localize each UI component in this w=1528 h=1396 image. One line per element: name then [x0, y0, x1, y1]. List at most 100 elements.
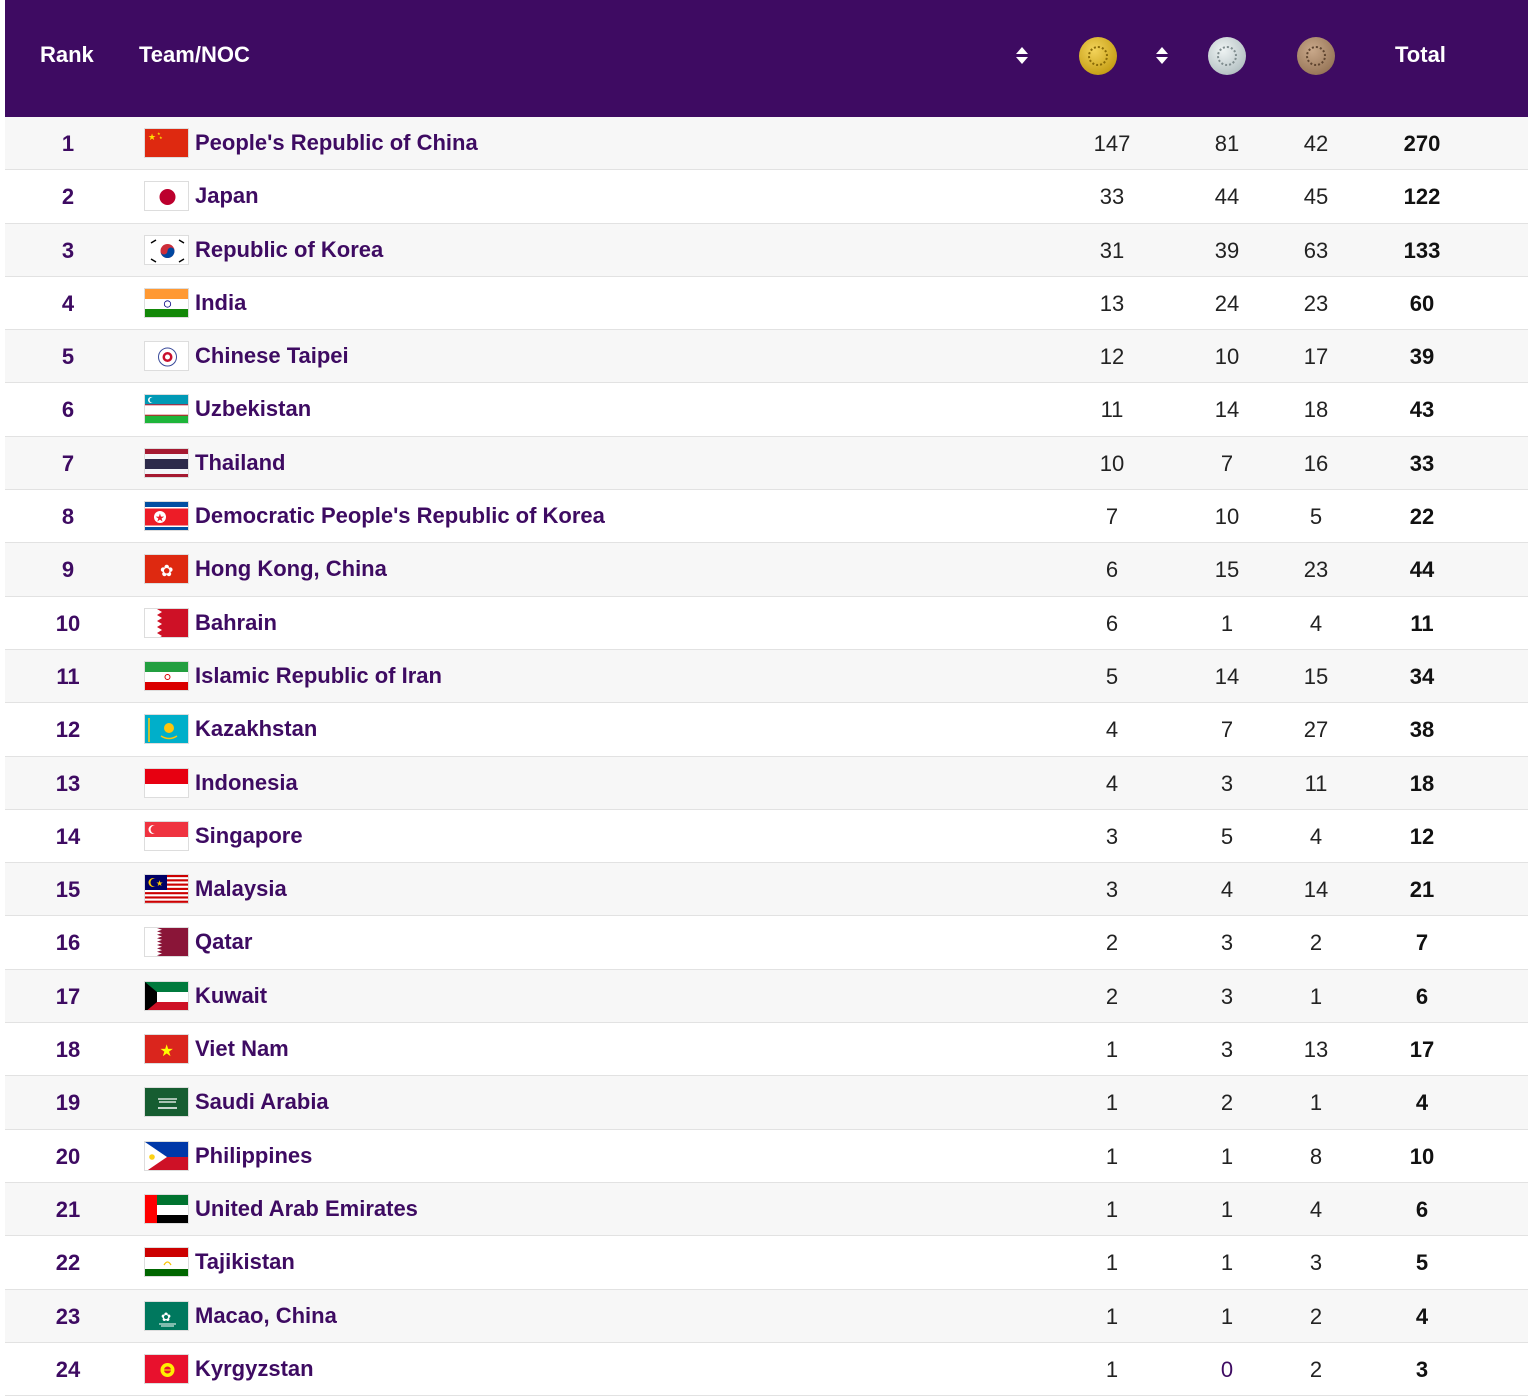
bronze-count-cell: 2: [1309, 1356, 1323, 1382]
team-link[interactable]: Democratic People's Republic of Korea: [195, 503, 605, 529]
silver-count-cell: 3: [1220, 770, 1234, 796]
gold-count-cell: 1: [1105, 1303, 1119, 1329]
gold-count-cell: 11: [1100, 397, 1124, 423]
team-link[interactable]: Singapore: [195, 822, 303, 848]
team-link[interactable]: Philippines: [195, 1142, 313, 1168]
team-link[interactable]: Chinese Taipei: [195, 343, 349, 369]
philippines-flag-icon: [144, 1140, 189, 1171]
silver-count-cell: 7: [1220, 717, 1234, 743]
team-link[interactable]: Saudi Arabia: [195, 1089, 329, 1115]
svg-text:★: ★: [157, 131, 161, 136]
gold-count-cell: 2: [1105, 983, 1119, 1009]
team-link[interactable]: United Arab Emirates: [195, 1195, 418, 1221]
team-link[interactable]: Islamic Republic of Iran: [195, 662, 442, 688]
bronze-count-cell: 14: [1303, 877, 1329, 903]
table-row: 13 Indonesia 4 3 11 18: [5, 756, 1528, 810]
silver-count-cell: 3: [1220, 1037, 1234, 1063]
total-count-cell: 5: [1415, 1250, 1429, 1276]
team-link[interactable]: Malaysia: [195, 876, 287, 902]
gold-count-cell: 5: [1105, 663, 1119, 689]
singapore-flag-icon: [144, 820, 189, 851]
team-link[interactable]: Bahrain: [195, 609, 277, 635]
iran-flag-icon: [144, 660, 189, 691]
team-link[interactable]: Kyrgyzstan: [195, 1355, 314, 1381]
total-count-cell: 21: [1409, 877, 1435, 903]
silver-count-cell: 1: [1220, 1196, 1234, 1222]
svg-text:✿: ✿: [161, 1310, 171, 1324]
rank-cell: 13: [55, 770, 81, 796]
total-count-cell: 17: [1409, 1037, 1435, 1063]
table-row: 16 Qatar 2 3 2 7: [5, 916, 1528, 970]
sort-silver-icon[interactable]: [1156, 47, 1168, 65]
rank-cell: 4: [61, 290, 75, 316]
team-link[interactable]: Qatar: [195, 929, 253, 955]
bronze-count-cell: 18: [1303, 397, 1329, 423]
bronze-count-cell: 8: [1309, 1143, 1323, 1169]
bronze-count-cell: 1: [1309, 1090, 1323, 1116]
table-row: 3 Republic of Korea 31 39 63 133: [5, 223, 1528, 277]
rank-cell: 9: [61, 557, 75, 583]
bronze-count-cell: 2: [1309, 1303, 1323, 1329]
silver-count-cell: 5: [1220, 823, 1234, 849]
vietnam-flag-icon: ★: [144, 1034, 189, 1065]
rank-cell: 23: [55, 1303, 81, 1329]
bronze-count-cell: 45: [1303, 184, 1329, 210]
table-row: 1 ★ ★ ★ People's Republic of China 147 81 42 270: [5, 117, 1528, 171]
team-link[interactable]: People's Republic of China: [195, 130, 478, 155]
team-link[interactable]: Kazakhstan: [195, 716, 318, 742]
team-link[interactable]: Macao, China: [195, 1302, 337, 1328]
gold-count-cell: 2: [1105, 930, 1119, 956]
total-count-cell: 10: [1409, 1143, 1435, 1169]
rank-cell: 17: [55, 983, 81, 1009]
rank-cell: 21: [55, 1196, 81, 1222]
bronze-count-cell: 23: [1303, 557, 1329, 583]
table-row: 15 ★ Malaysia 3 4 14 21: [5, 863, 1528, 917]
macao-flag-icon: ✿: [144, 1300, 189, 1331]
team-link[interactable]: Hong Kong, China: [195, 556, 387, 582]
silver-count-cell: 1: [1220, 1143, 1234, 1169]
table-row: 9 ✿ Hong Kong, China 6 15 23 44: [5, 543, 1528, 597]
table-row: 17 Kuwait 2 3 1 6: [5, 969, 1528, 1024]
north-korea-flag-icon: ★: [144, 501, 189, 532]
total-count-cell: 7: [1415, 930, 1429, 956]
team-link[interactable]: Viet Nam: [195, 1036, 289, 1062]
team-link[interactable]: Tajikistan: [195, 1249, 295, 1275]
gold-count-cell: 6: [1105, 557, 1119, 583]
gold-count-cell: 147: [1093, 131, 1131, 156]
team-link[interactable]: Thailand: [195, 449, 286, 475]
bronze-count-cell: 16: [1303, 450, 1329, 476]
rank-cell: 3: [61, 237, 75, 263]
team-link[interactable]: India: [195, 289, 247, 315]
team-link[interactable]: Indonesia: [195, 769, 298, 795]
team-link[interactable]: Uzbekistan: [195, 396, 312, 422]
total-count-cell: 122: [1403, 184, 1441, 210]
bahrain-flag-icon: [144, 607, 189, 638]
silver-count-cell: 1: [1220, 1303, 1234, 1329]
team-link[interactable]: Kuwait: [195, 982, 268, 1008]
rank-cell: 24: [55, 1356, 81, 1382]
gold-count-cell: 12: [1099, 344, 1125, 370]
total-count-cell: 4: [1415, 1090, 1429, 1116]
team-link[interactable]: Japan: [195, 183, 259, 209]
silver-count-cell: 3: [1220, 983, 1234, 1009]
sort-gold-icon[interactable]: [1016, 47, 1028, 65]
gold-count-cell: 33: [1099, 184, 1125, 210]
table-row: 20 Philippines 1 1 8 10: [5, 1129, 1528, 1183]
rank-cell: 12: [55, 717, 81, 743]
gold-count-cell: 7: [1105, 504, 1119, 530]
rank-cell: 19: [55, 1090, 81, 1116]
china-flag-icon: ★ ★ ★: [144, 128, 189, 158]
silver-count-cell: 7: [1220, 450, 1234, 476]
silver-count-cell: 1: [1220, 610, 1234, 636]
gold-count-cell: 4: [1105, 717, 1119, 743]
svg-text:★: ★: [155, 513, 165, 525]
team-link[interactable]: Republic of Korea: [195, 236, 384, 262]
silver-count-cell: 10: [1214, 504, 1240, 530]
svg-text:★: ★: [148, 132, 156, 142]
table-row: 2 Japan 33 44 45 122: [5, 170, 1528, 224]
silver-count-cell: 39: [1214, 237, 1240, 263]
tajikistan-flag-icon: [144, 1247, 189, 1278]
gold-count-cell: 1: [1105, 1250, 1119, 1276]
rank-cell: 22: [55, 1250, 81, 1276]
bronze-count-cell: 1: [1309, 983, 1323, 1009]
